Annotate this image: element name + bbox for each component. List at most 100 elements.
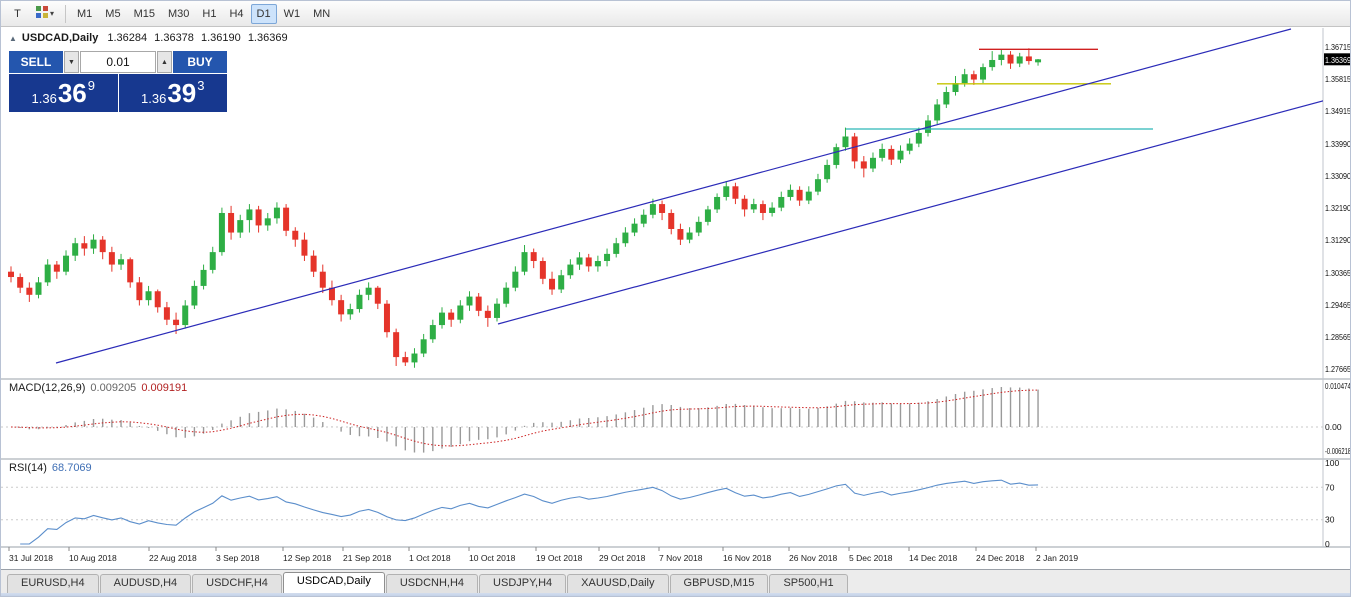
buy-button[interactable]: BUY: [173, 51, 227, 73]
svg-text:1.35815: 1.35815: [1325, 74, 1351, 84]
trend-channel: [55, 28, 1351, 364]
svg-text:1 Oct 2018: 1 Oct 2018: [409, 553, 451, 563]
rsi-line: [20, 479, 1039, 545]
current-price-badge: [1324, 53, 1350, 66]
arrow-down-icon: ▼: [68, 58, 75, 66]
trendline[interactable]: [497, 93, 1351, 325]
svg-text:31 Jul 2018: 31 Jul 2018: [9, 553, 53, 563]
chart-tab-xauusd[interactable]: XAUUSD,Daily: [567, 574, 669, 593]
volume-input[interactable]: [80, 51, 156, 73]
one-click-trading-panel: SELL ▼ ▲ BUY 1.36 36 9 1.36 39 3: [9, 51, 227, 112]
svg-text:1.36369: 1.36369: [1325, 55, 1351, 65]
arrow-up-icon: ▲: [161, 58, 168, 66]
svg-text:19 Oct 2018: 19 Oct 2018: [536, 553, 583, 563]
svg-text:24 Dec 2018: 24 Dec 2018: [976, 553, 1024, 563]
svg-text:7 Nov 2018: 7 Nov 2018: [659, 553, 703, 563]
svg-text:30: 30: [1325, 515, 1335, 525]
timeframe-buttons: M1 M5 M15 M30 H1 H4 D1 W1 MN: [71, 3, 336, 24]
chart-tab-audusd[interactable]: AUDUSD,H4: [99, 574, 192, 593]
timeframe-d1[interactable]: D1: [250, 3, 277, 24]
close-value: 1.36369: [247, 32, 288, 44]
svg-text:0: 0: [1325, 539, 1330, 549]
chart-tab-usdjpy[interactable]: USDJPY,H4: [479, 574, 567, 593]
timeframe-m30[interactable]: M30: [162, 4, 195, 24]
macd-signal-line: [10, 389, 1039, 447]
timeframe-m5[interactable]: M5: [99, 4, 126, 24]
timeframe-m1[interactable]: M1: [71, 4, 98, 24]
buy-price-prefix: 1.36: [141, 91, 167, 106]
buy-price-sup: 3: [197, 78, 205, 93]
timeframe-toolbar: T ▾ M1 M5 M15 M30 H1 H4 D1 W1 MN: [1, 1, 1350, 27]
chevron-down-icon: ▾: [50, 8, 55, 18]
svg-text:-0.006218: -0.006218: [1325, 446, 1351, 456]
chart-canvas[interactable]: 1.36715 1.35815 1.34915 1.33990 1.33090 1.321…: [1, 1, 1351, 569]
svg-text:12 Sep 2018: 12 Sep 2018: [283, 553, 331, 563]
open-value: 1.36284: [107, 32, 148, 44]
svg-text:5 Dec 2018: 5 Dec 2018: [849, 553, 893, 563]
svg-text:1.34915: 1.34915: [1325, 106, 1351, 116]
svg-text:1.28565: 1.28565: [1325, 332, 1351, 342]
macd-signal-value: 0.009191: [141, 382, 188, 394]
svg-text:3 Sep 2018: 3 Sep 2018: [216, 553, 260, 563]
svg-text:14 Dec 2018: 14 Dec 2018: [909, 553, 957, 563]
templates-button[interactable]: ▾: [30, 4, 60, 24]
svg-text:1.36715: 1.36715: [1325, 42, 1351, 52]
timeframe-w1[interactable]: W1: [278, 4, 307, 24]
chart-title: ▲ USDCAD,Daily 1.36284 1.36378 1.36190 1…: [9, 32, 288, 44]
buy-price-display[interactable]: 1.36 39 3: [118, 74, 227, 112]
sell-price-display[interactable]: 1.36 36 9: [9, 74, 118, 112]
svg-text:2 Jan 2019: 2 Jan 2019: [1036, 553, 1078, 563]
volume-down-button[interactable]: ▼: [64, 51, 79, 73]
sell-price-big: 36: [57, 78, 87, 108]
svg-text:10 Aug 2018: 10 Aug 2018: [69, 553, 117, 563]
svg-text:21 Sep 2018: 21 Sep 2018: [343, 553, 391, 563]
macd-histogram: [19, 387, 1039, 453]
svg-text:10 Oct 2018: 10 Oct 2018: [469, 553, 516, 563]
toolbar-separator: [65, 4, 67, 23]
svg-text:1.33990: 1.33990: [1325, 139, 1351, 149]
svg-text:29 Oct 2018: 29 Oct 2018: [599, 553, 646, 563]
svg-text:1.30365: 1.30365: [1325, 268, 1351, 278]
volume-up-button[interactable]: ▲: [157, 51, 172, 73]
timeframe-h4[interactable]: H4: [223, 4, 249, 24]
chart-tab-sp500[interactable]: SP500,H1: [769, 574, 848, 593]
sell-button[interactable]: SELL: [9, 51, 63, 73]
macd-header: MACD(12,26,9) 0.009205 0.009191: [9, 382, 187, 394]
symbol-period-label: USDCAD,Daily: [21, 32, 99, 44]
low-value: 1.36190: [200, 32, 241, 44]
timeframe-mn[interactable]: MN: [307, 4, 336, 24]
chart-tab-usdcad[interactable]: USDCAD,Daily: [282, 572, 385, 593]
chart-tab-eurusd[interactable]: EURUSD,H4: [7, 574, 99, 593]
buy-price-big: 39: [167, 78, 197, 108]
chart-tab-bar: EURUSD,H4 AUDUSD,H4 USDCHF,H4 USDCAD,Daily U…: [1, 569, 1350, 593]
svg-text:1.32190: 1.32190: [1325, 203, 1351, 213]
trendline[interactable]: [55, 28, 1292, 364]
window-bottom-strip: [1, 593, 1350, 596]
ohlc-values: 1.36284 1.36378 1.36190 1.36369: [103, 32, 287, 44]
timeframe-m15[interactable]: M15: [128, 4, 161, 24]
svg-text:0.00: 0.00: [1325, 422, 1342, 432]
rsi-current-value: 68.7069: [51, 462, 92, 474]
svg-text:22 Aug 2018: 22 Aug 2018: [149, 553, 197, 563]
toolbar-t-button[interactable]: T: [5, 4, 30, 24]
svg-text:70: 70: [1325, 482, 1335, 492]
timeframe-h1[interactable]: H1: [196, 4, 222, 24]
high-value: 1.36378: [154, 32, 194, 44]
svg-text:16 Nov 2018: 16 Nov 2018: [723, 553, 771, 563]
chart-tab-usdcnh[interactable]: USDCNH,H4: [385, 574, 479, 593]
macd-label: MACD(12,26,9): [9, 382, 86, 394]
svg-text:1.27665: 1.27665: [1325, 364, 1351, 374]
chart-tab-gbpusd[interactable]: GBPUSD,M15: [669, 574, 769, 593]
svg-text:100: 100: [1325, 458, 1339, 468]
svg-text:1.33090: 1.33090: [1325, 171, 1351, 181]
chart-tab-usdchf[interactable]: USDCHF,H4: [192, 574, 282, 593]
macd-main-value: 0.009205: [90, 382, 137, 394]
svg-text:26 Nov 2018: 26 Nov 2018: [789, 553, 837, 563]
svg-text:1.31290: 1.31290: [1325, 235, 1351, 245]
rsi-label: RSI(14): [9, 462, 47, 474]
svg-text:1.29465: 1.29465: [1325, 300, 1351, 310]
rsi-header: RSI(14) 68.7069: [9, 462, 92, 474]
one-click-collapse-icon[interactable]: ▲: [9, 33, 17, 43]
sell-price-prefix: 1.36: [31, 91, 57, 106]
